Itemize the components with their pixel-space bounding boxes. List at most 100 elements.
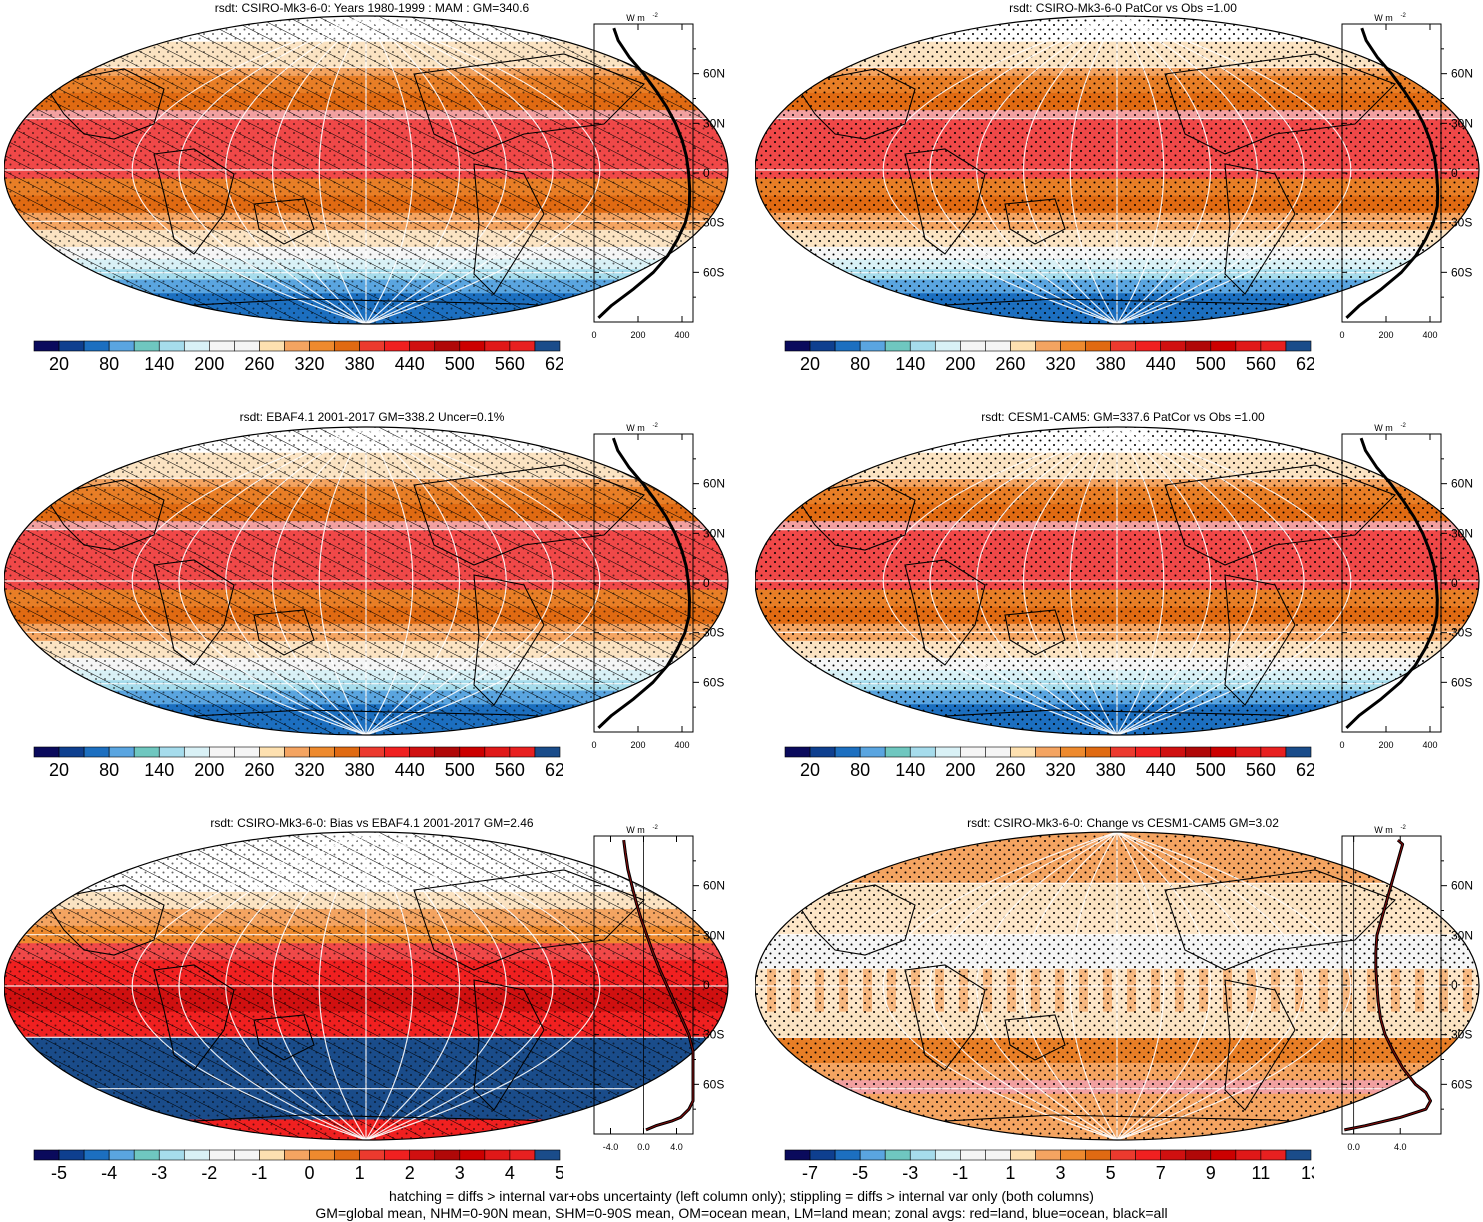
colorbar-label: 440	[395, 760, 425, 780]
colorbar-swatch	[108, 340, 135, 352]
profile-x-tick-label: -4.0	[603, 1142, 619, 1152]
colorbar-swatch	[1035, 746, 1061, 758]
zonal-mean-curve	[622, 839, 695, 1132]
profile-x-tick-label: 200	[1378, 740, 1393, 750]
colorbar-swatch	[234, 340, 260, 352]
colorbar-swatch	[934, 1149, 961, 1161]
colorbar-label: 260	[244, 760, 274, 780]
zonal-mean-curve	[1345, 437, 1439, 729]
lat-tick-label: 60N	[1451, 879, 1473, 893]
colorbar-swatch	[1085, 1149, 1111, 1161]
colorbar-label: 560	[495, 354, 525, 374]
colorbar-label: 9	[1206, 1163, 1216, 1183]
colorbar-label: 260	[244, 354, 274, 374]
lat-tick-label: 30S	[703, 216, 724, 230]
colorbar-swatch	[534, 746, 561, 758]
robinson-map	[4, 426, 729, 736]
lat-tick-label: 30S	[1451, 216, 1472, 230]
profile-unit: W m	[1374, 825, 1393, 835]
colorbar-label: 4	[505, 1163, 515, 1183]
colorbar-label: 3	[455, 1163, 465, 1183]
colorbar-swatch	[434, 340, 461, 352]
colorbar-label: 5	[555, 1163, 563, 1183]
colorbar-swatch	[960, 340, 986, 352]
colorbar-swatch	[1285, 340, 1312, 352]
colorbar-swatch	[83, 340, 110, 352]
colorbar-swatch	[909, 746, 936, 758]
colorbar-label: 13	[1301, 1163, 1314, 1183]
lat-tick-label: 30S	[1451, 1028, 1472, 1042]
colorbar-swatch	[534, 1149, 561, 1161]
colorbar-label: 500	[1196, 760, 1226, 780]
profile-x-tick-label: 0	[591, 740, 596, 750]
colorbar-swatch	[409, 340, 436, 352]
colorbar-label: 140	[144, 760, 174, 780]
colorbar-label: 3	[1056, 1163, 1066, 1183]
robinson-map	[755, 831, 1480, 1141]
colorbar-label: 7	[1156, 1163, 1166, 1183]
colorbar-label: 620	[1296, 760, 1314, 780]
colorbar-swatch	[784, 1149, 811, 1161]
profile-unit: W m	[626, 825, 645, 835]
colorbar-swatch	[83, 1149, 110, 1161]
profile-unit-sup: -2	[653, 825, 659, 831]
colorbar-label: -5	[51, 1163, 67, 1183]
colorbar: 20 80 140 200 260 320 380 440 500 560 620	[784, 340, 1314, 374]
colorbar-swatch	[384, 1149, 411, 1161]
colorbar-swatch	[459, 746, 486, 758]
colorbar-swatch	[1035, 340, 1061, 352]
lat-tick-label: 0	[703, 166, 710, 180]
colorbar-swatch	[1060, 1149, 1086, 1161]
colorbar-label: 440	[1146, 354, 1176, 374]
colorbar-swatch	[1285, 746, 1312, 758]
colorbar-swatch	[133, 340, 160, 352]
colorbar-swatch	[534, 340, 561, 352]
profile-unit-sup: -2	[1401, 423, 1407, 429]
colorbar-label: 0	[305, 1163, 315, 1183]
colorbar-swatch	[909, 340, 936, 352]
colorbar-swatch	[284, 746, 310, 758]
colorbar-swatch	[1185, 1149, 1212, 1161]
colorbar-swatch	[259, 1149, 285, 1161]
colorbar-swatch	[359, 1149, 385, 1161]
colorbar-swatch	[1110, 1149, 1136, 1161]
map-title: rsdt: CESM1-CAM5: GM=337.6 PatCor vs Obs…	[981, 410, 1265, 424]
colorbar-swatch	[1010, 340, 1036, 352]
colorbar-swatch	[934, 340, 961, 352]
colorbar-swatch	[1185, 340, 1212, 352]
colorbar-swatch	[58, 746, 85, 758]
colorbar-swatch	[1160, 1149, 1187, 1161]
colorbar-swatch	[1060, 340, 1086, 352]
colorbar: 20 80 140 200 260 320 380 440 500 560 620	[33, 746, 563, 780]
lat-tick-label: 30S	[703, 1028, 724, 1042]
colorbar-swatch	[334, 1149, 360, 1161]
colorbar-swatch	[309, 746, 335, 758]
colorbar-label: 320	[295, 760, 325, 780]
lat-tick-label: 0	[1451, 978, 1458, 992]
colorbar-label: 200	[945, 354, 975, 374]
colorbar-swatch	[409, 1149, 436, 1161]
profile-x-tick-label: 200	[1378, 330, 1393, 340]
colorbar-swatch	[1260, 1149, 1287, 1161]
colorbar-swatch	[183, 1149, 210, 1161]
colorbar-swatch	[309, 340, 335, 352]
profile-x-tick-label: 0	[591, 330, 596, 340]
colorbar-label: -1	[251, 1163, 267, 1183]
colorbar-swatch	[509, 340, 536, 352]
colorbar-swatch	[834, 340, 861, 352]
zonal-profile: W m -2 60N 30N 0 30S 60S 0 200 400	[1339, 423, 1473, 750]
colorbar-swatch	[1035, 1149, 1061, 1161]
colorbar-label: 560	[495, 760, 525, 780]
colorbar-swatch	[284, 340, 310, 352]
profile-unit: W m	[1374, 423, 1393, 433]
colorbar-swatch	[884, 340, 911, 352]
colorbar-label: 200	[194, 760, 224, 780]
colorbar: -5 -4 -3 -2 -1 0 1 2 3 4 5	[33, 1149, 563, 1183]
lat-tick-label: 60S	[703, 675, 724, 689]
colorbar-swatch	[1260, 746, 1287, 758]
colorbar-swatch	[234, 1149, 260, 1161]
zonal-land-curve	[623, 840, 694, 1131]
lat-tick-label: 0	[1451, 166, 1458, 180]
footer-line-2: GM=global mean, NHM=0-90N mean, SHM=0-90…	[315, 1205, 1168, 1221]
profile-unit: W m	[1374, 13, 1393, 23]
